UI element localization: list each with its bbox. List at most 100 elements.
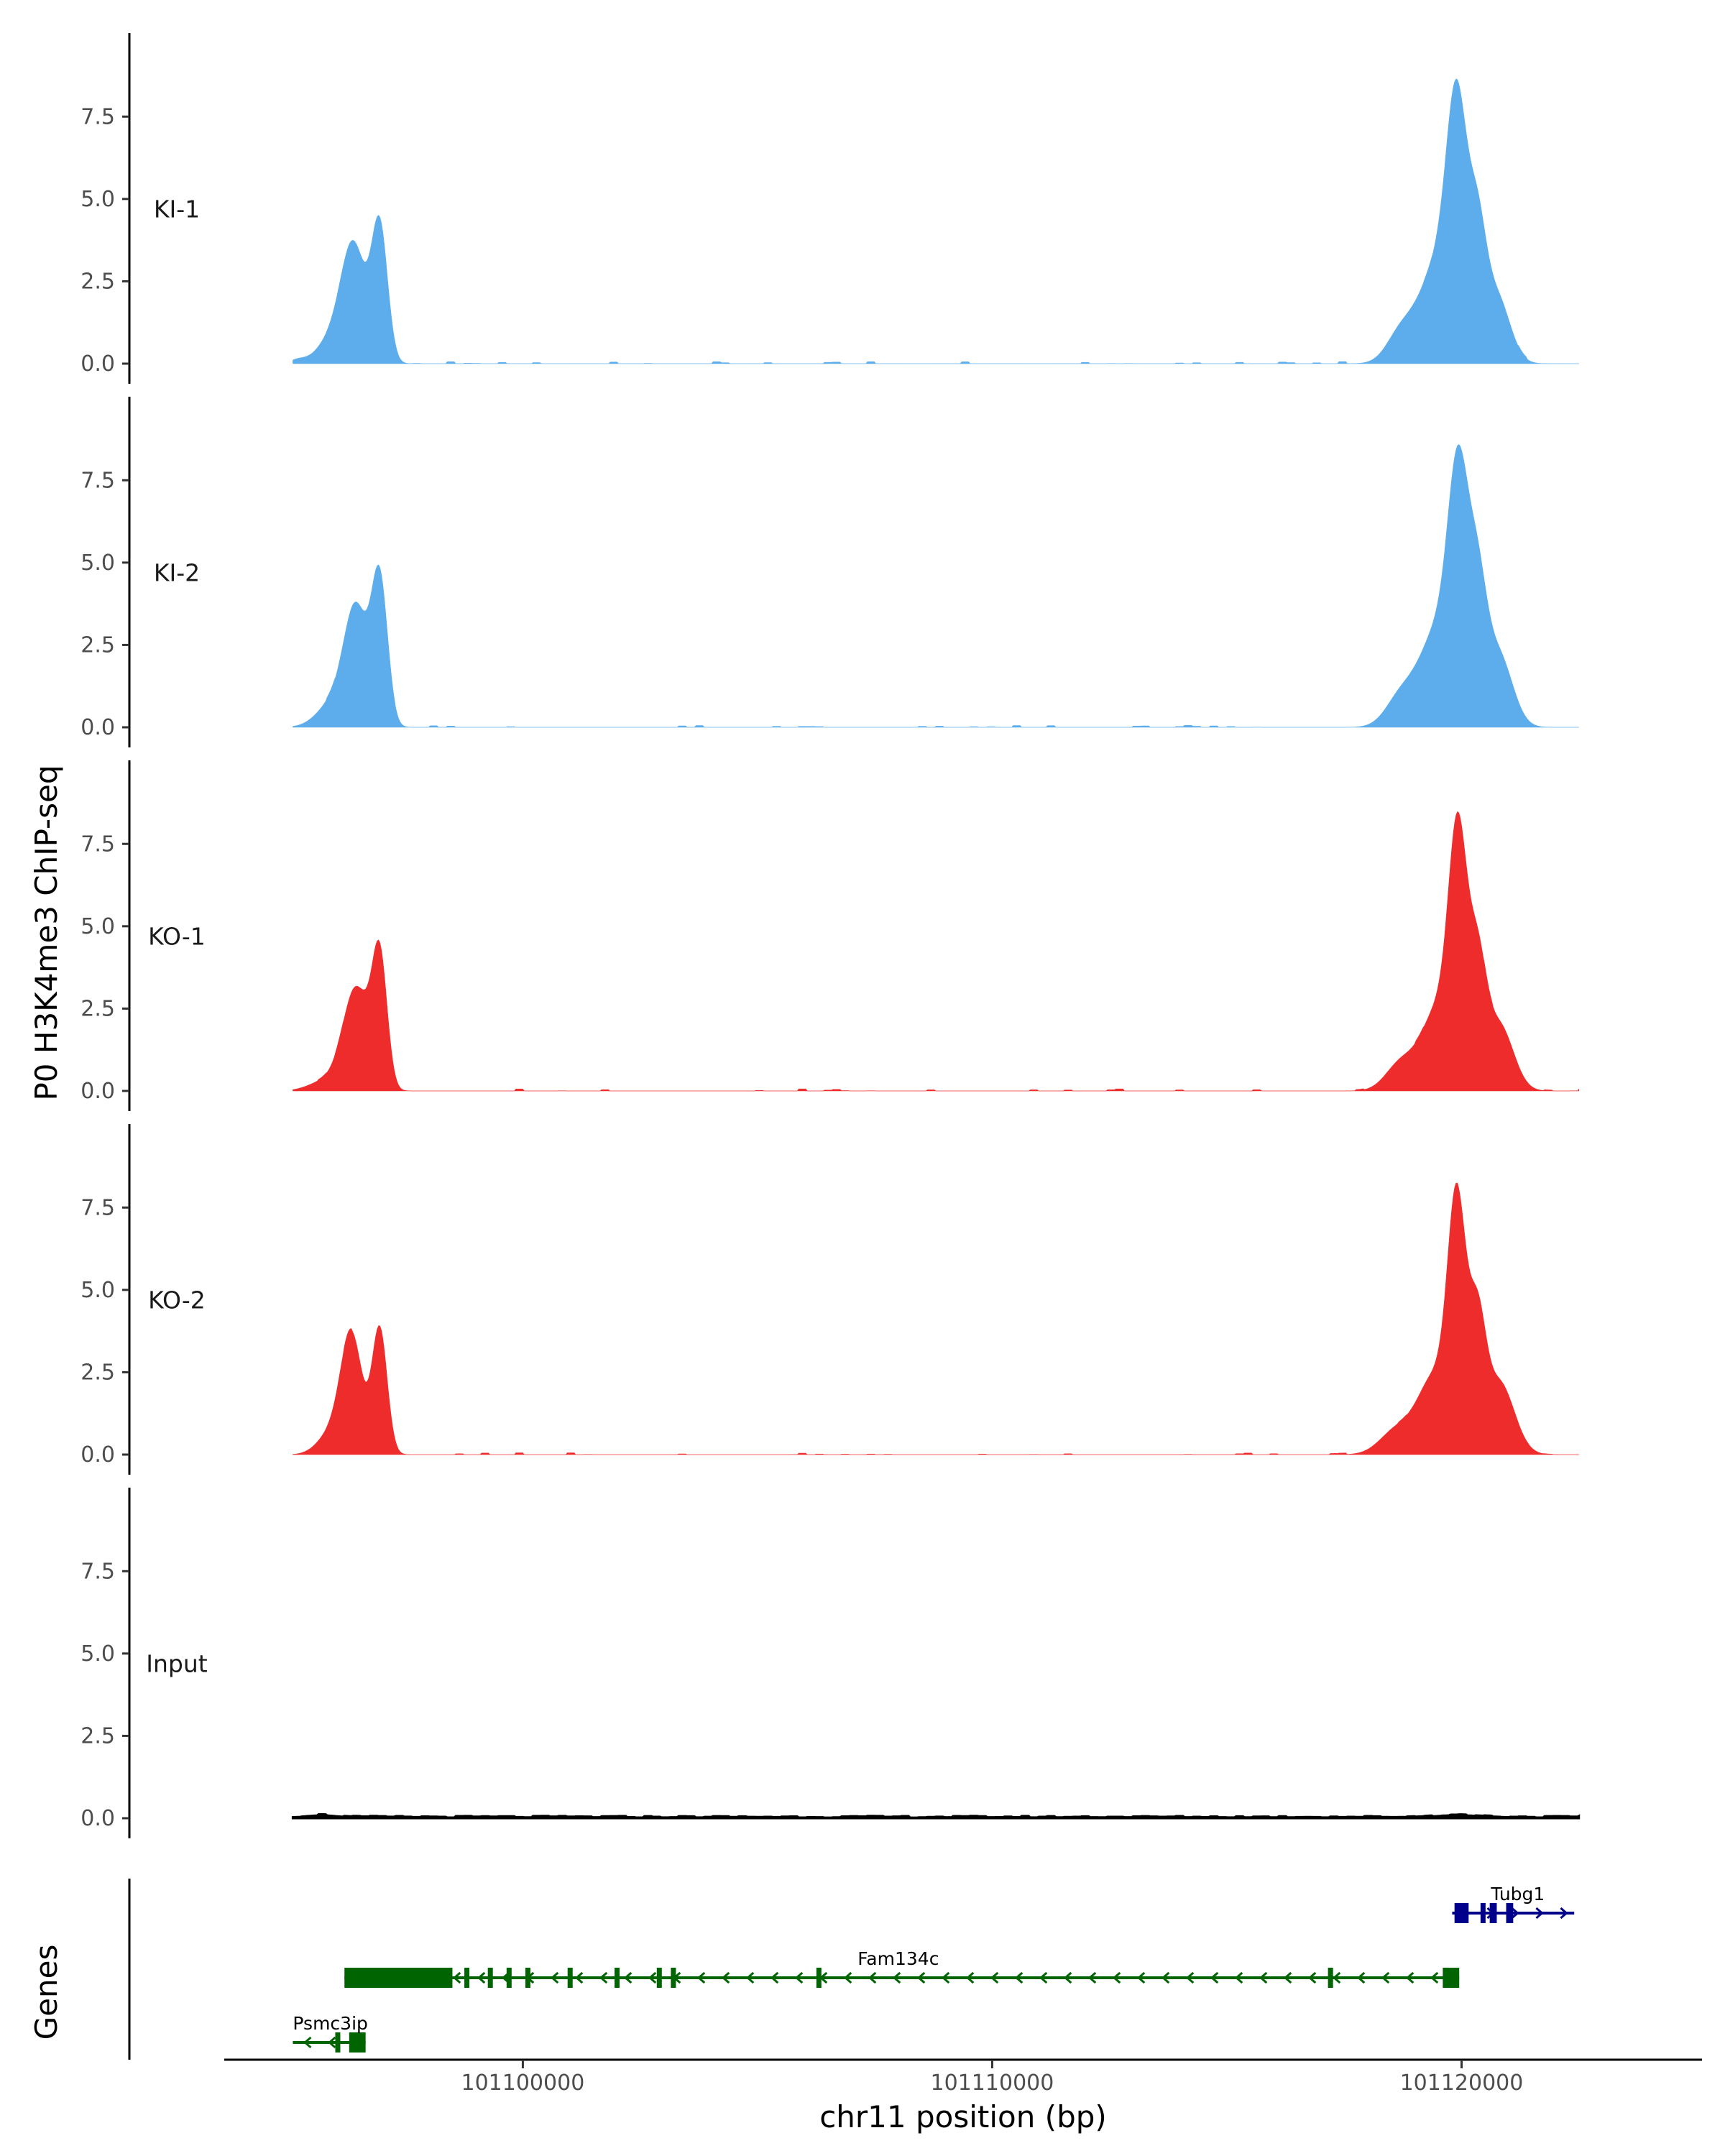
strand-arrow	[868, 1971, 877, 1984]
strand-arrow	[1332, 1971, 1341, 1984]
strand-arrow	[599, 1971, 608, 1984]
x-tick-label: 101100000	[461, 2070, 585, 2096]
y-tick-label: 2.5	[80, 996, 115, 1021]
signal-area	[291, 1813, 1581, 1820]
genes-panel: Tubg1 Fam134c Psmc3ip	[128, 1879, 1575, 2060]
strand-arrow	[1511, 1907, 1519, 1920]
strand-arrow	[1283, 1971, 1292, 1984]
exon	[349, 2032, 366, 2053]
strand-arrow	[1014, 1971, 1024, 1984]
y-tick-label: 2.5	[80, 1723, 115, 1749]
y-tick-label: 2.5	[80, 1360, 115, 1385]
strand-arrow	[745, 1971, 755, 1984]
track-label: KI-1	[154, 195, 200, 224]
strand-arrow	[1307, 1971, 1317, 1984]
gene-label: Psmc3ip	[293, 2013, 367, 2034]
y-tick-label: 0.0	[80, 715, 115, 740]
strand-arrow	[1112, 1971, 1121, 1984]
gene-fam134c: Fam134c	[344, 1948, 1460, 1988]
strand-arrow	[1136, 1971, 1146, 1984]
exon	[464, 1968, 470, 1988]
exon	[525, 1968, 530, 1988]
y-tick-label: 0.0	[80, 1079, 115, 1104]
strand-arrow	[1405, 1971, 1414, 1984]
strand-arrow	[574, 1971, 584, 1984]
genes-axis-title: Genes	[29, 1945, 64, 2040]
strand-arrow	[623, 1971, 632, 1984]
y-axis-title: P0 H3K4me3 ChIP-seq	[29, 765, 64, 1100]
exon	[1443, 1968, 1460, 1988]
exon	[1506, 1903, 1514, 1923]
strand-arrow	[1039, 1971, 1048, 1984]
y-tick-label: 5.0	[80, 187, 115, 212]
exon	[335, 2032, 341, 2053]
track-label: KO-1	[148, 923, 206, 951]
strand-arrow	[1234, 1971, 1243, 1984]
track-label: Input	[146, 1650, 208, 1678]
x-tick-label: 101110000	[931, 2070, 1054, 2096]
exon	[816, 1968, 822, 1988]
strand-arrow	[843, 1971, 852, 1984]
track-label: KI-2	[154, 559, 200, 587]
track-ko-1: 0.0 2.5 5.0 7.5 KO-1	[80, 760, 1579, 1111]
strand-arrow	[892, 1971, 901, 1984]
y-tick-label: 5.0	[80, 1278, 115, 1303]
exon	[1489, 1903, 1497, 1923]
strand-arrow	[794, 1971, 804, 1984]
strand-arrow	[328, 2036, 336, 2049]
gene-label: Fam134c	[857, 1948, 939, 1969]
y-tick-label: 7.5	[80, 831, 115, 857]
signal-area	[293, 78, 1579, 364]
y-tick-label: 5.0	[80, 1641, 115, 1667]
y-tick-label: 5.0	[80, 550, 115, 576]
signal-area	[293, 811, 1579, 1092]
signal-area	[293, 1182, 1579, 1455]
exon	[567, 1968, 573, 1988]
gene-label: Tubg1	[1490, 1884, 1545, 1904]
exon	[1328, 1968, 1333, 1988]
strand-arrow	[1535, 1907, 1544, 1920]
exon	[1454, 1903, 1469, 1923]
tracks-layer: 0.0 2.5 5.0 7.5 KI-1 0.0 2.5 5.0 7.5 KI-2 0.0 2.5 5.…	[80, 33, 1581, 1838]
y-tick-label: 0.0	[80, 1806, 115, 1831]
strand-arrow	[477, 1971, 486, 1984]
y-tick-label: 0.0	[80, 351, 115, 377]
track-ki-1: 0.0 2.5 5.0 7.5 KI-1	[80, 33, 1579, 384]
exon	[487, 1968, 493, 1988]
strand-arrow	[1356, 1971, 1366, 1984]
exon	[1480, 1903, 1486, 1923]
y-tick-label: 5.0	[80, 914, 115, 939]
strand-arrow	[696, 1971, 706, 1984]
y-tick-label: 0.0	[80, 1442, 115, 1468]
strand-arrow	[1560, 1907, 1568, 1920]
exon	[671, 1968, 676, 1988]
exon	[506, 1968, 512, 1988]
y-tick-label: 7.5	[80, 468, 115, 493]
strand-arrow	[990, 1971, 999, 1984]
strand-arrow	[1185, 1971, 1195, 1984]
exon	[344, 1968, 453, 1988]
strand-arrow	[648, 1971, 657, 1984]
y-tick-label: 7.5	[80, 104, 115, 129]
x-axis-title: chr11 position (bp)	[819, 2099, 1107, 2134]
exon	[656, 1968, 662, 1988]
strand-arrow	[550, 1971, 559, 1984]
strand-arrow	[965, 1971, 975, 1984]
track-label: KO-2	[148, 1286, 206, 1314]
strand-arrow	[1430, 1971, 1439, 1984]
strand-arrow	[452, 1971, 461, 1984]
strand-arrow	[770, 1971, 779, 1984]
x-axis: 101100000 101110000 101120000	[224, 2058, 1702, 2096]
strand-arrow	[916, 1971, 926, 1984]
y-tick-label: 2.5	[80, 632, 115, 658]
y-tick-label: 2.5	[80, 269, 115, 294]
strand-arrow	[1210, 1971, 1219, 1984]
strand-arrow	[941, 1971, 950, 1984]
track-ko-2: 0.0 2.5 5.0 7.5 KO-2	[80, 1124, 1579, 1475]
x-tick-label: 101120000	[1400, 2070, 1524, 2096]
y-tick-label: 7.5	[80, 1195, 115, 1220]
exon	[615, 1968, 620, 1988]
strand-arrow	[303, 2036, 312, 2049]
gene-tubg1: Tubg1	[1452, 1884, 1575, 1923]
